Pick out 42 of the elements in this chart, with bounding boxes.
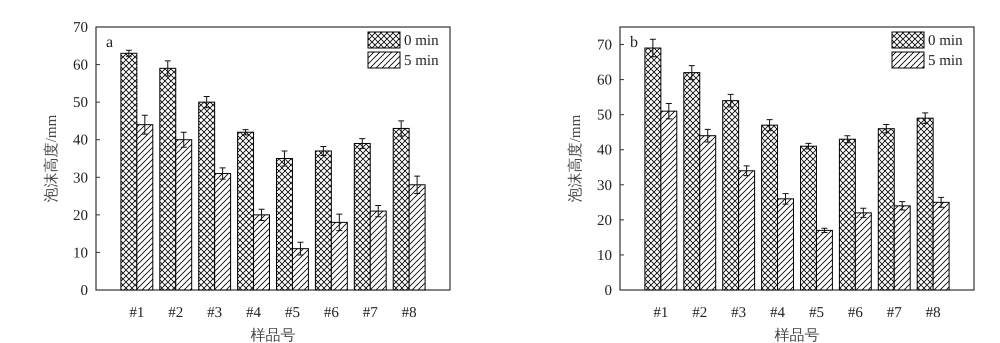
x-tick-label: #7 [886,305,902,321]
x-tick-label: #3 [731,305,746,321]
y-tick-label: 20 [597,212,612,229]
x-tick-label: #4 [770,305,786,321]
x-tick-label: #5 [284,305,300,321]
y-tick-label: 10 [597,248,612,264]
y-axis-title: 泡沫高度/mm [43,114,60,202]
x-tick-label: #8 [402,305,417,321]
y-tick-label: 60 [597,72,612,89]
x-tick-label: #1 [129,305,144,321]
x-tick-label: #6 [848,305,864,321]
y-axis-title: 泡沫高度/mm [567,114,584,202]
x-tick-label: #3 [207,305,222,321]
legend-label: 5 min [928,53,964,69]
y-tick-label: 50 [73,95,88,112]
x-tick-label: #1 [653,305,668,321]
y-tick-label: 70 [73,20,88,36]
y-tick-label: 30 [597,178,612,194]
y-tick-label: 40 [73,132,88,149]
y-tick-label: 40 [597,142,612,159]
x-axis-title: 样品号 [250,327,296,343]
y-tick-label: 0 [604,283,612,299]
legend-label: 5 min [404,53,440,69]
annotation: b [630,34,638,51]
y-tick-label: 70 [597,38,612,54]
x-tick-label: #7 [362,305,378,321]
x-axis-title: 样品号 [774,327,820,343]
x-tick-label: #2 [168,305,184,321]
x-tick-label: #2 [692,305,708,321]
annotation: a [106,34,114,51]
y-tick-label: 0 [80,283,88,299]
legend-label: 0 min [404,33,440,49]
y-tick-label: 10 [73,245,88,262]
y-tick-label: 60 [73,58,88,74]
y-tick-label: 20 [73,208,88,224]
y-tick-label: 50 [597,108,612,124]
legend-label: 0 min [928,33,964,49]
x-tick-label: #4 [246,305,262,321]
x-tick-label: #8 [926,305,941,321]
x-tick-label: #5 [808,305,824,321]
x-tick-label: #6 [324,305,340,321]
y-tick-label: 30 [73,170,88,186]
